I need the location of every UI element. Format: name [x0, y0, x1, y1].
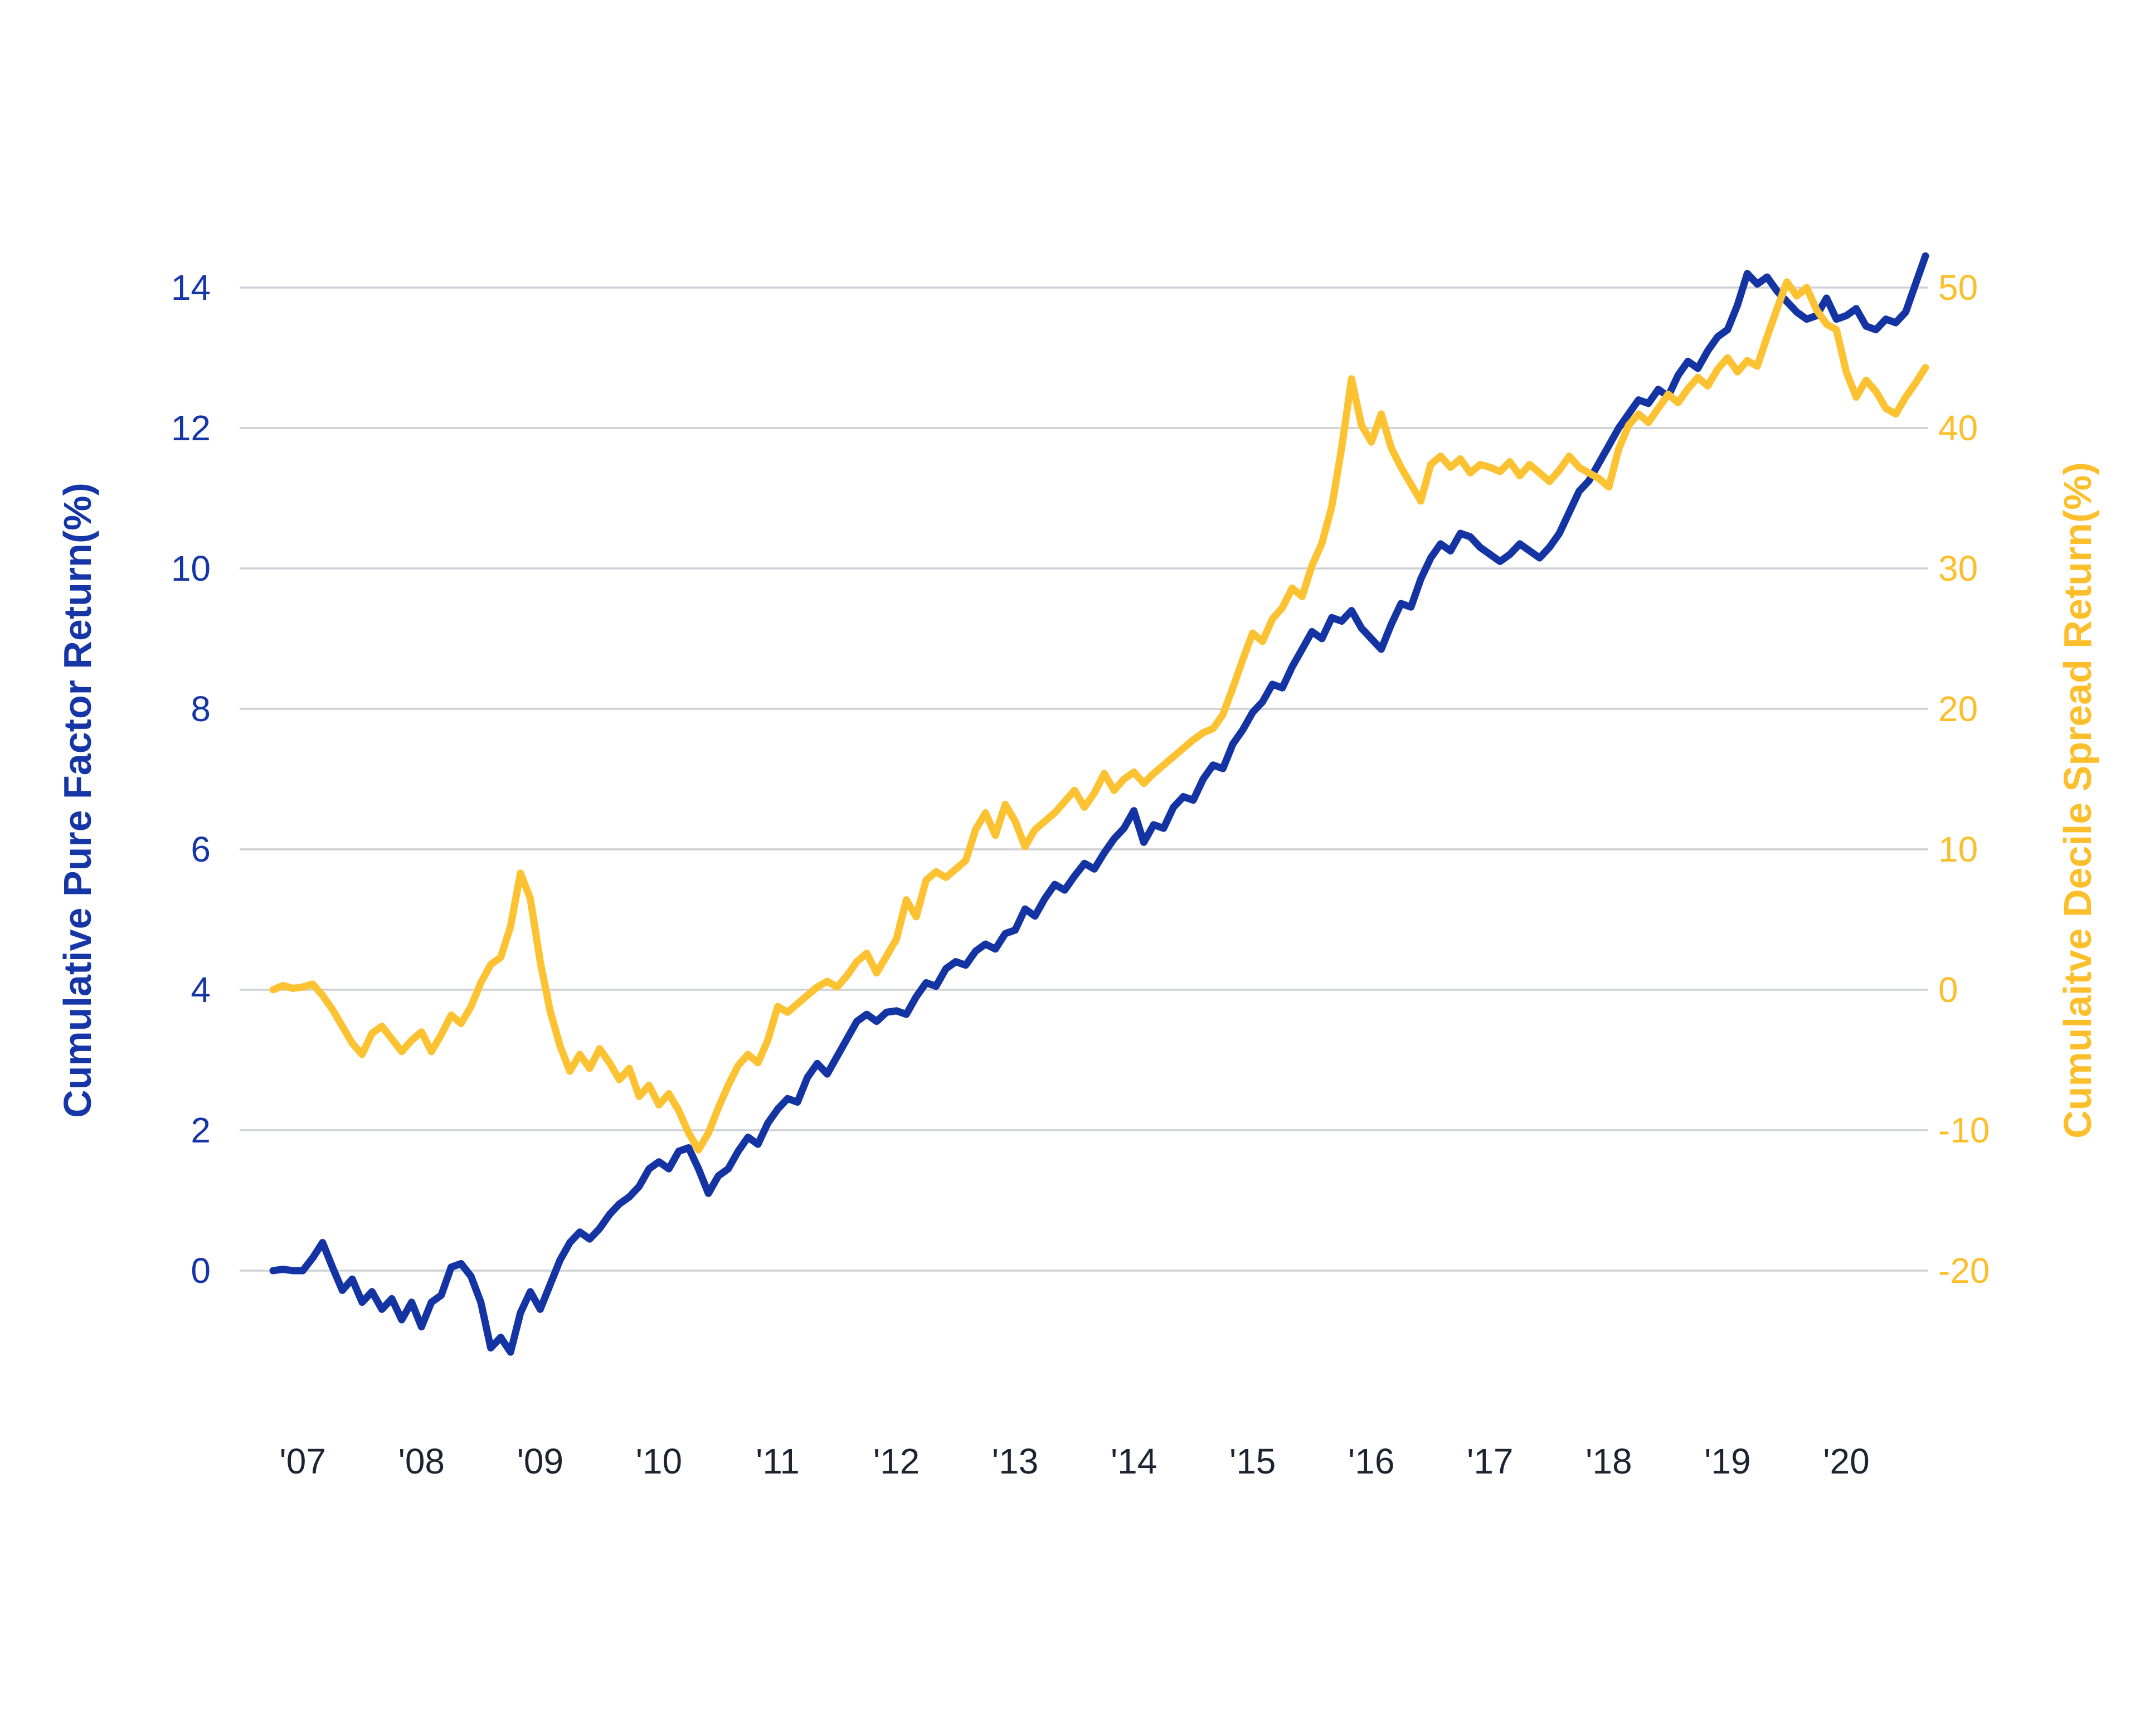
right-tick-label: -20 — [1938, 1251, 1990, 1291]
x-tick-label: '16 — [1348, 1441, 1394, 1481]
left-tick-label: 4 — [191, 970, 211, 1010]
x-tick-label: '09 — [517, 1441, 563, 1481]
right-tick-label: 10 — [1938, 829, 1978, 869]
left-tick-label: 2 — [191, 1110, 211, 1150]
right-tick-label: 40 — [1938, 408, 1978, 448]
x-tick-label: '18 — [1585, 1441, 1632, 1481]
x-tick-label: '15 — [1229, 1441, 1276, 1481]
right-axis-ticks: 50 40 30 20 10 0 -10 -20 — [1938, 268, 1990, 1291]
x-tick-label: '20 — [1823, 1441, 1869, 1481]
left-axis-ticks: 0 2 4 6 8 10 12 14 — [171, 268, 211, 1291]
left-axis-title: Cumulative Pure Factor Return(%) — [56, 483, 99, 1118]
x-axis-ticks: '07 '08 '09 '10 '11 '12 '13 '14 '15 '16 '17 '18 '19 '… — [280, 1441, 1870, 1481]
x-tick-label: '14 — [1111, 1441, 1157, 1481]
x-tick-label: '11 — [756, 1441, 800, 1481]
left-tick-label: 12 — [171, 408, 211, 448]
left-tick-label: 8 — [191, 689, 211, 729]
left-tick-label: 0 — [191, 1251, 211, 1291]
gridlines — [240, 286, 1928, 1272]
pure-factor-return-line — [269, 252, 1929, 1356]
left-tick-label: 10 — [171, 548, 211, 589]
right-axis-title: Cumulaitve Decile Spread Return(%) — [2056, 462, 2099, 1139]
x-tick-label: '12 — [873, 1441, 920, 1481]
x-tick-label: '13 — [992, 1441, 1038, 1481]
decile-spread-return-line — [269, 278, 1929, 1154]
right-tick-label: 20 — [1938, 689, 1978, 729]
x-tick-label: '08 — [398, 1441, 445, 1481]
right-tick-label: -10 — [1938, 1110, 1990, 1150]
left-tick-label: 14 — [171, 268, 211, 308]
x-tick-label: '17 — [1467, 1441, 1513, 1481]
x-tick-label: '19 — [1704, 1441, 1750, 1481]
right-tick-label: 0 — [1938, 970, 1958, 1010]
right-tick-label: 30 — [1938, 548, 1978, 589]
right-tick-label: 50 — [1938, 268, 1978, 308]
left-tick-label: 6 — [191, 829, 211, 869]
x-tick-label: '10 — [636, 1441, 682, 1481]
series-lines — [269, 252, 1929, 1356]
x-tick-label: '07 — [280, 1441, 326, 1481]
